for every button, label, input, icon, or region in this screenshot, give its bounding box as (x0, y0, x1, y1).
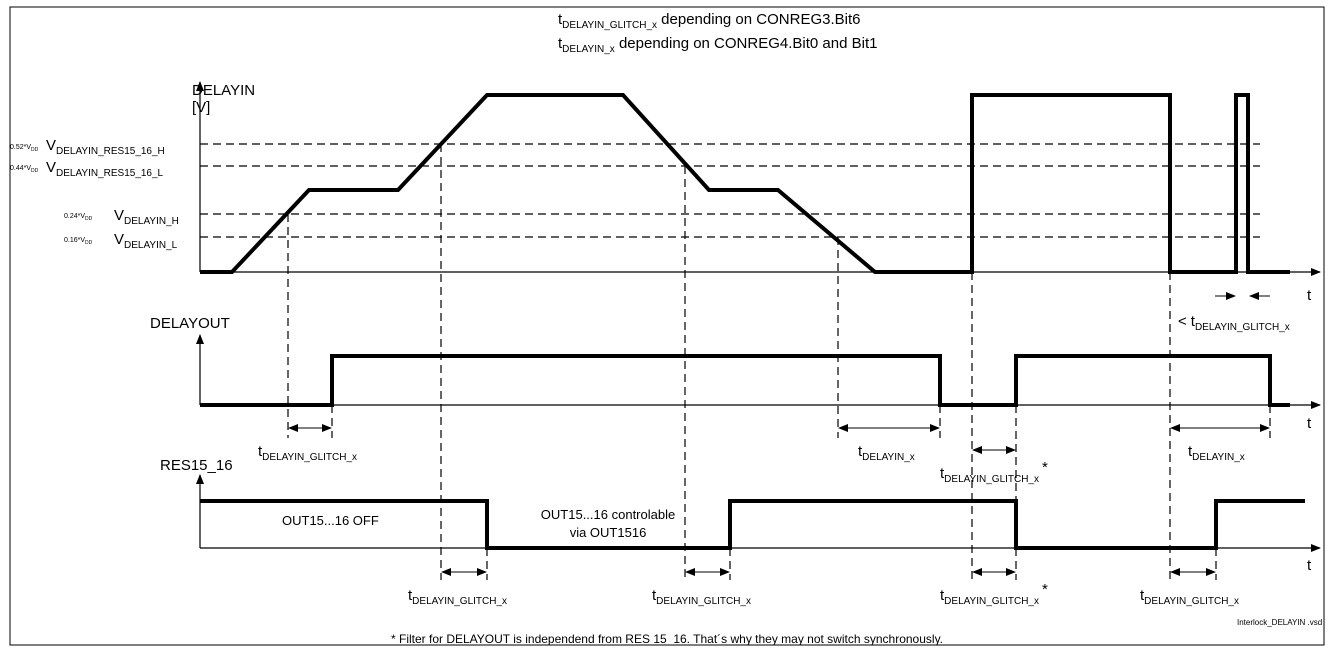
glitch-less-than-label: < tDELAYIN_GLITCH_x (1178, 313, 1290, 333)
label-glitch-delayout-2: tDELAYIN_GLITCH_x* (940, 459, 1048, 485)
header-line-1: tDELAYIN_GLITCH_x depending on CONREG3.B… (558, 11, 860, 31)
delayin-axis-title: DELAYIN (192, 82, 255, 99)
delayout-t-label: t (1307, 415, 1312, 432)
footnote: * Filter for DELAYOUT is independend fro… (391, 632, 943, 646)
threshold-factor-res-l: 0.44*VDD (10, 165, 39, 174)
threshold-factor-l: 0.16*VDD (64, 237, 93, 246)
res-axis-title: RES15_16 (160, 457, 233, 474)
file-name: Interlock_DELAYIN .vsd (1237, 618, 1322, 627)
label-glitch-delayout-1: tDELAYIN_GLITCH_x (258, 443, 357, 463)
delayout-axis-title: DELAYOUT (150, 315, 230, 332)
delayin-waveform (200, 93, 1290, 274)
label-glitch-res-2: tDELAYIN_GLITCH_x (652, 587, 751, 607)
delayout-waveform (200, 354, 1290, 407)
threshold-name-res-l: VDELAYIN_RES15_16_L (46, 159, 164, 179)
label-glitch-res-1: tDELAYIN_GLITCH_x (408, 587, 507, 607)
threshold-factor-h: 0.24*VDD (64, 213, 93, 222)
res-waveform (200, 499, 1305, 550)
diagram-frame (9, 6, 1325, 646)
threshold-name-res-h: VDELAYIN_RES15_16_H (46, 137, 165, 157)
threshold-factor-res-h: 0.52*VDD (10, 144, 39, 153)
res-controlable-text-line2: via OUT1516 (570, 525, 647, 540)
res-off-text: OUT15...16 OFF (282, 513, 379, 528)
label-glitch-res-3: tDELAYIN_GLITCH_x* (940, 581, 1048, 607)
delayin-axis-unit: [V] (192, 99, 210, 116)
label-delay-delayout-1: tDELAYIN_x (858, 443, 915, 463)
delayin-t-label: t (1307, 287, 1312, 304)
label-delay-delayout-2: tDELAYIN_x (1188, 443, 1245, 463)
res-t-label: t (1307, 557, 1312, 574)
res-controlable-text-line1: OUT15...16 controlable (541, 507, 675, 522)
header-line-2: tDELAYIN_x depending on CONREG4.Bit0 and… (558, 35, 877, 55)
label-glitch-res-4: tDELAYIN_GLITCH_x (1140, 587, 1239, 607)
threshold-name-l: VDELAYIN_L (114, 231, 178, 251)
threshold-name-h: VDELAYIN_H (114, 207, 179, 227)
